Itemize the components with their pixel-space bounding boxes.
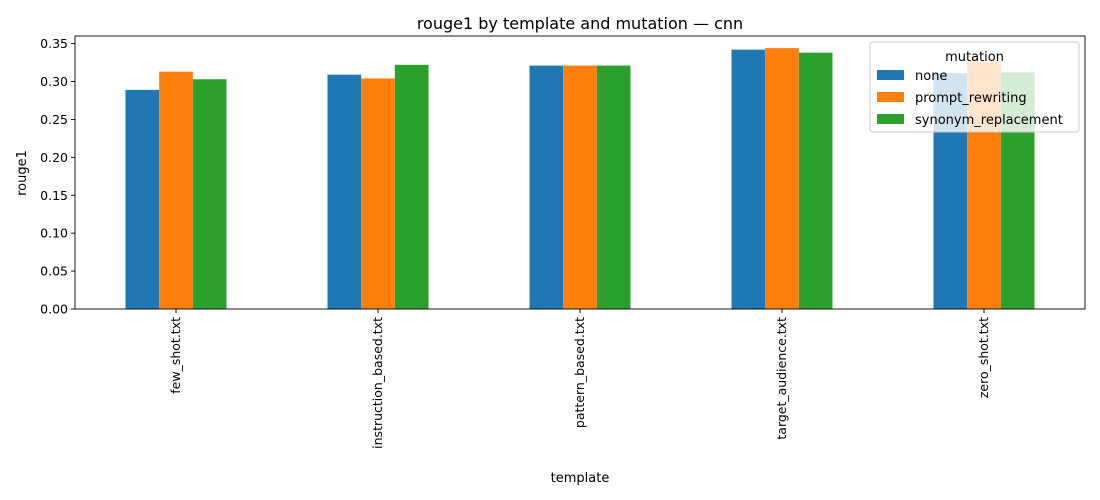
y-axis-label: rouge1	[15, 150, 30, 196]
x-axis-label: template	[551, 471, 610, 486]
y-tick-label: 0.20	[40, 150, 68, 165]
chart-title: rouge1 by template and mutation — cnn	[417, 14, 743, 33]
bar-none-2	[529, 65, 564, 309]
bar-none-0	[125, 89, 160, 309]
axes-group: 0.00 0.05 0.10 0.15 0.20 0.25 0.30 0.35 few_shot…	[40, 35, 1086, 449]
legend-box	[869, 41, 1080, 133]
bar-none-3	[731, 49, 766, 310]
x-tick-label: instruction_based.txt	[370, 317, 385, 449]
y-tick-label: 0.05	[40, 264, 68, 279]
y-tick-label: 0.35	[40, 36, 68, 51]
legend: mutation none prompt_rewriting synonym_repl…	[869, 41, 1080, 133]
legend-swatch-prompt_rewriting	[877, 92, 904, 102]
bar-synonym_replacement-0	[192, 79, 227, 309]
y-tick-label: 0.10	[40, 226, 68, 241]
x-tick-label: target_audience.txt	[774, 317, 789, 440]
y-tick-label: 0.30	[40, 74, 68, 89]
legend-title: mutation	[945, 50, 1004, 65]
legend-label-synonym_replacement: synonym_replacement	[915, 113, 1063, 128]
y-tick-label: 0.25	[40, 112, 68, 127]
bar-synonym_replacement-1	[394, 64, 429, 309]
bar-prompt_rewriting-1	[361, 78, 395, 309]
x-tick-label: pattern_based.txt	[572, 317, 587, 428]
legend-swatch-none	[877, 70, 904, 80]
legend-label-prompt_rewriting: prompt_rewriting	[915, 91, 1027, 106]
bars-group	[125, 48, 1035, 310]
bar-synonym_replacement-3	[798, 52, 833, 309]
bar-none-1	[327, 74, 362, 309]
bar-synonym_replacement-2	[596, 65, 631, 309]
x-tick-label: few_shot.txt	[168, 317, 183, 394]
legend-label-none: none	[915, 69, 947, 84]
bar-prompt_rewriting-3	[765, 48, 799, 310]
y-tick-label: 0.15	[40, 188, 68, 203]
x-tick-label: zero_shot.txt	[976, 317, 991, 398]
y-tick-label: 0.00	[40, 302, 68, 317]
bar-prompt_rewriting-2	[563, 65, 597, 309]
bar-prompt_rewriting-0	[159, 71, 193, 310]
legend-swatch-synonym_replacement	[877, 114, 904, 124]
